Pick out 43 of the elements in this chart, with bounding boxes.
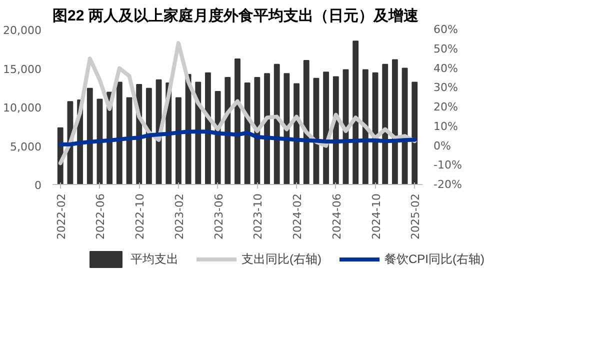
- legend-label: 餐饮CPI同比(右轴): [384, 250, 484, 268]
- bar: [284, 73, 290, 184]
- bar: [392, 59, 398, 184]
- x-tick-label: 2024-06: [330, 193, 344, 240]
- x-tick-label: 2023-10: [252, 193, 265, 240]
- line-series: [58, 41, 417, 166]
- y-tick-label: 5,000: [10, 140, 42, 154]
- y-tick-label: 10,000: [3, 102, 42, 114]
- x-tick-label: 2023-02: [172, 193, 186, 240]
- legend-label: 平均支出: [130, 250, 178, 268]
- bar: [175, 97, 182, 184]
- x-tick-label: 2022-06: [94, 193, 108, 240]
- bar: [146, 88, 152, 184]
- y2-tick-label: 30%: [434, 81, 458, 94]
- y2-tick-label: 20%: [434, 100, 458, 114]
- chart-title: 图22 两人及以上家庭月度外食平均支出（日元）及增速: [52, 6, 420, 24]
- y2-tick-label: -10%: [434, 158, 462, 172]
- bar: [382, 64, 388, 184]
- y2-tick-label: 10%: [434, 120, 458, 133]
- legend-label: 支出同比(右轴): [242, 250, 322, 268]
- x-tick-label: 2023-06: [212, 193, 226, 240]
- bar: [362, 69, 368, 184]
- bar: [323, 72, 330, 184]
- y2-tick-label: -20%: [434, 178, 462, 191]
- line-series: [58, 130, 417, 146]
- y-tick-label: 0: [34, 179, 42, 192]
- y2-tick-label: 40%: [434, 62, 458, 75]
- y2-tick-label: 60%: [434, 23, 458, 36]
- x-tick-label: 2024-10: [370, 193, 383, 240]
- y-tick-label: 15,000: [3, 62, 42, 76]
- bar: [303, 60, 310, 184]
- y2-tick-label: 50%: [434, 42, 458, 56]
- bar: [274, 64, 280, 184]
- bar: [116, 82, 122, 184]
- x-tick-label: 2022-02: [54, 193, 68, 240]
- bar: [352, 40, 359, 184]
- x-tick-label: 2022-10: [134, 193, 147, 240]
- bar: [86, 88, 93, 184]
- x-tick-label: 2025-02: [409, 193, 422, 240]
- x-tick-label: 2024-02: [291, 193, 304, 240]
- y2-tick-label: 0%: [434, 139, 451, 152]
- y-tick-label: 20,000: [3, 24, 42, 37]
- bar: [412, 82, 418, 184]
